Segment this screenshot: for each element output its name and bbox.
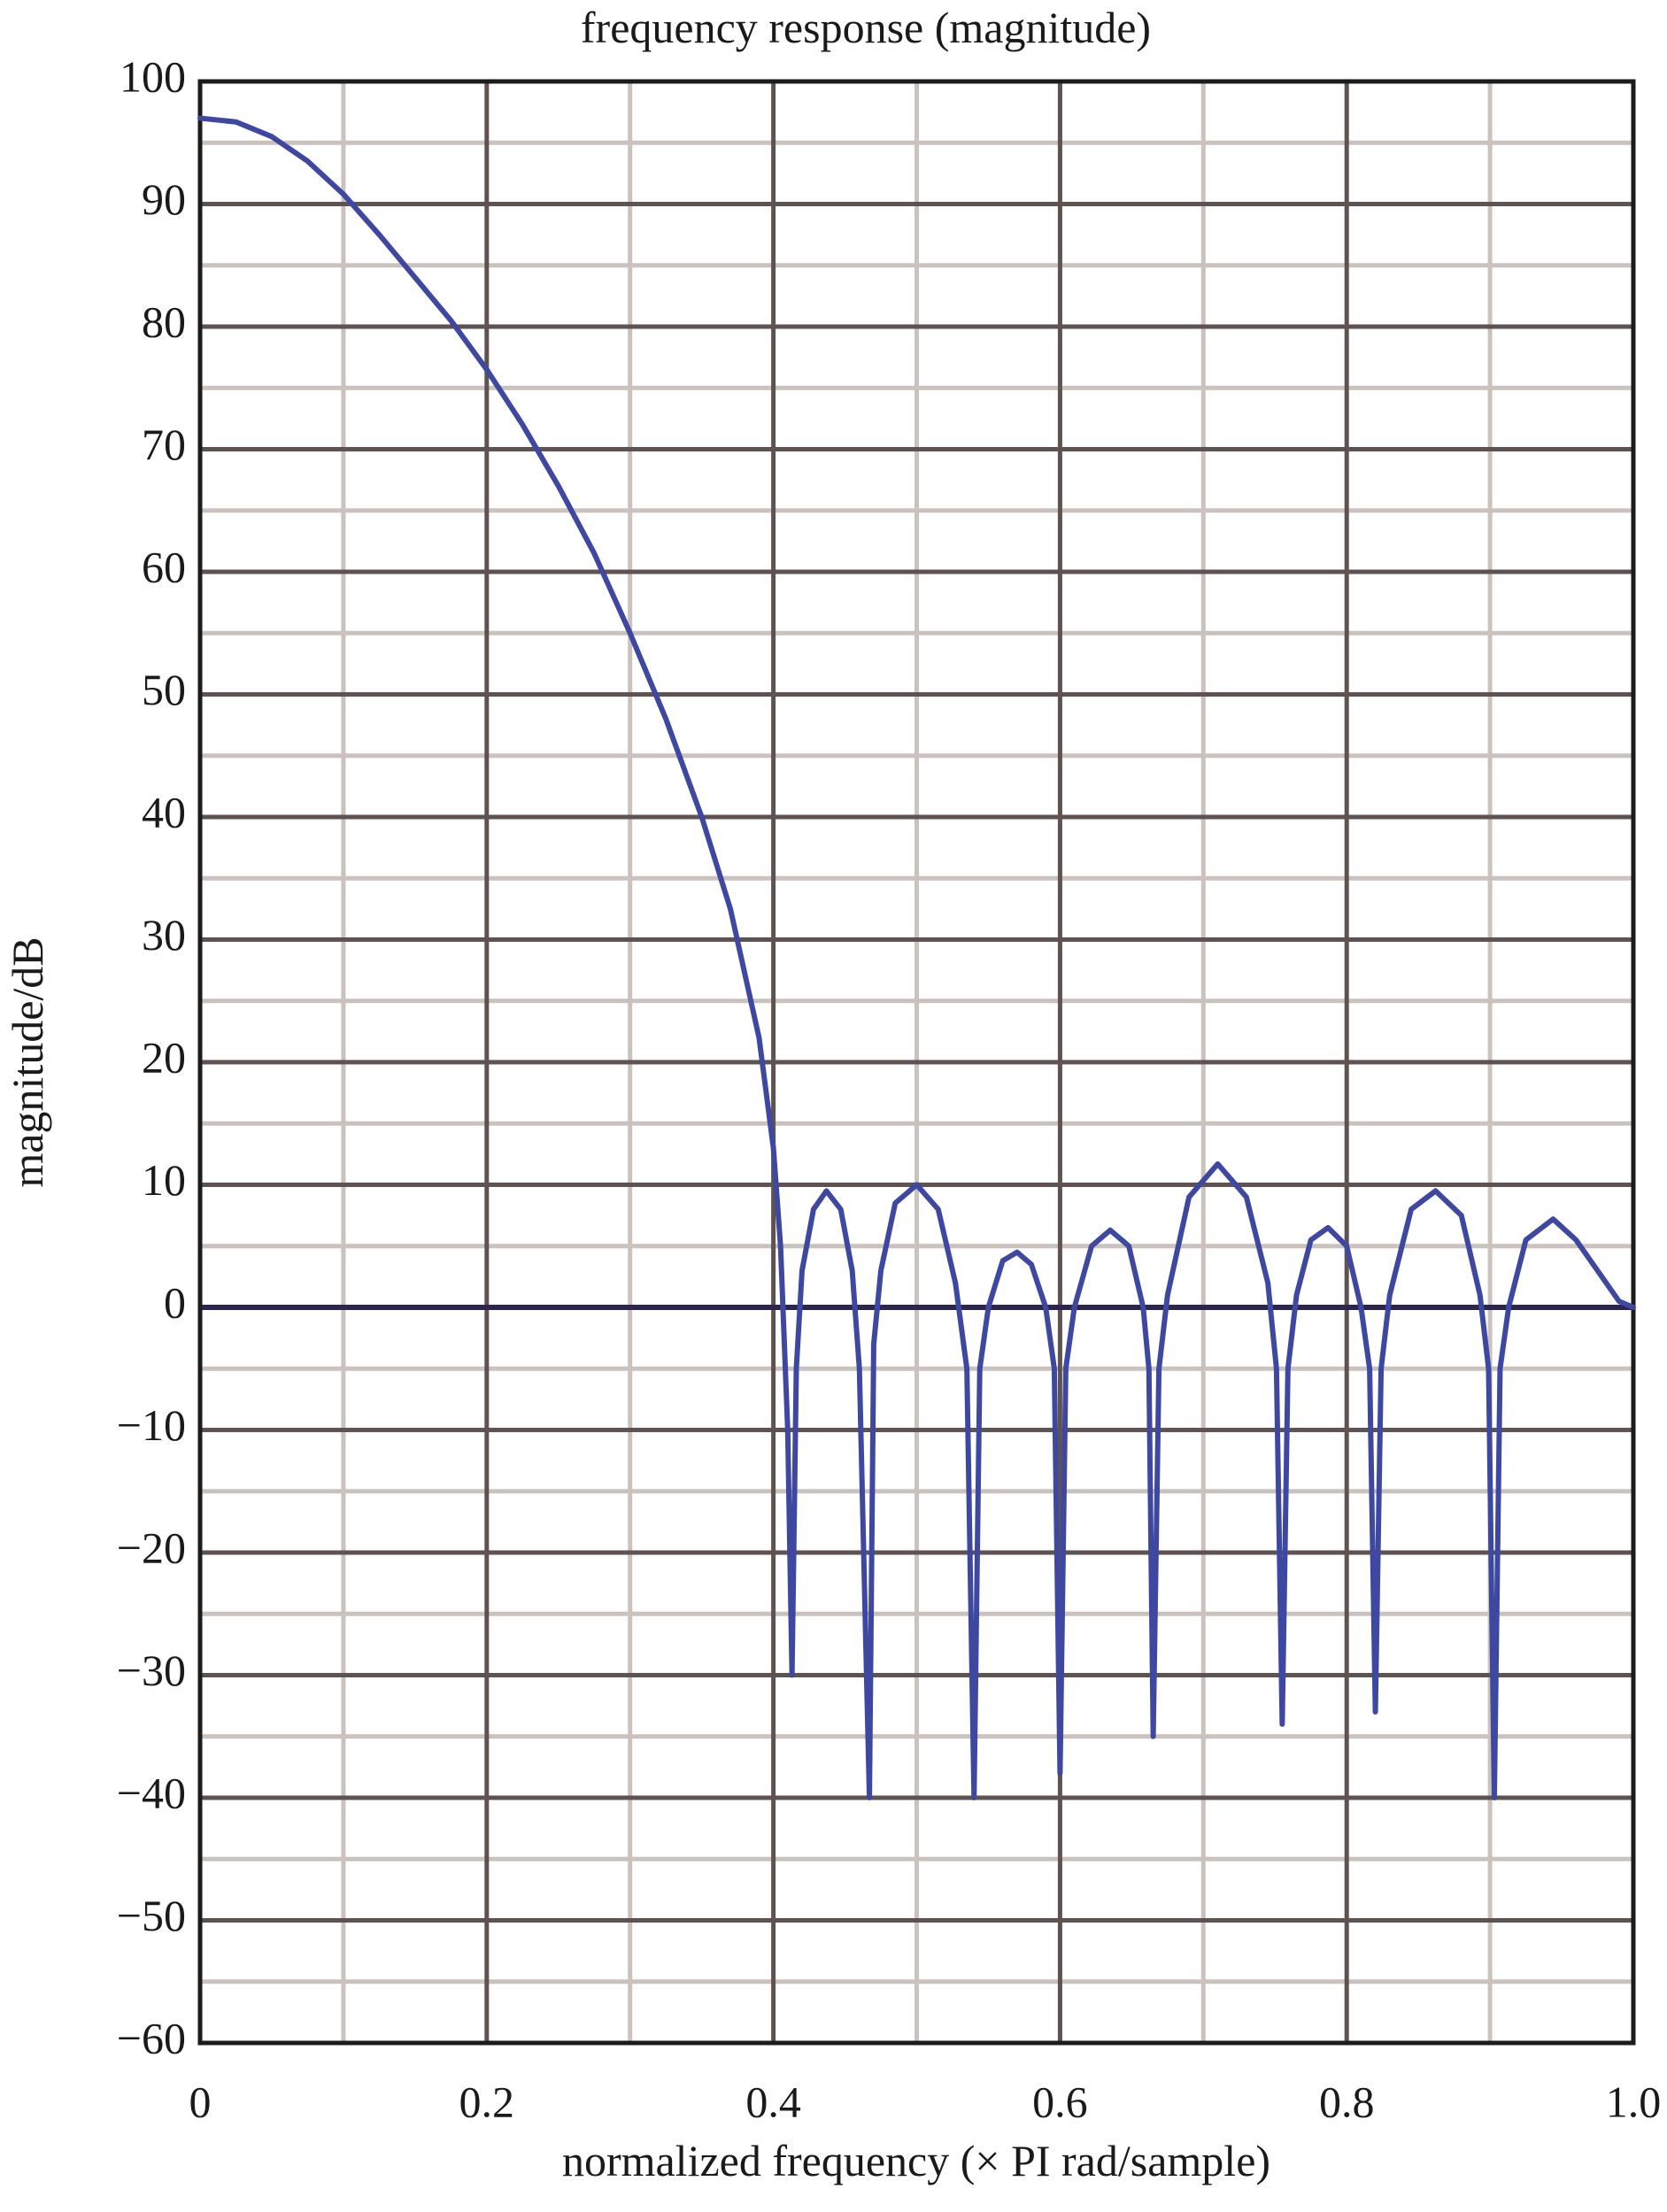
y-tick-label: 80 (142, 297, 186, 346)
chart-title: frequency response (magnitude) (581, 3, 1151, 52)
x-tick-label: 0.8 (1319, 2077, 1375, 2126)
y-tick-label: 50 (142, 665, 186, 714)
y-tick-label: −30 (117, 1646, 186, 1695)
y-tick-label: −50 (117, 1891, 186, 1940)
y-tick-label: 10 (142, 1155, 186, 1205)
x-tick-label: 0 (189, 2077, 212, 2126)
y-tick-label: 30 (142, 910, 186, 960)
y-tick-label: −60 (117, 2013, 186, 2062)
y-axis-label: magnitude/dB (3, 936, 52, 1187)
y-tick-label: 20 (142, 1032, 186, 1082)
x-tick-label: 1.0 (1606, 2077, 1662, 2126)
y-tick-label: 40 (142, 787, 186, 836)
y-tick-label: −10 (117, 1400, 186, 1450)
y-tick-label: −40 (117, 1768, 186, 1817)
y-tick-label: 0 (164, 1277, 186, 1327)
y-tick-label: 90 (142, 174, 186, 224)
y-tick-label: 70 (142, 420, 186, 469)
y-tick-label: 100 (120, 51, 186, 101)
y-tick-label: −20 (117, 1522, 186, 1572)
x-tick-label: 0.2 (459, 2077, 515, 2126)
y-tick-label: 60 (142, 542, 186, 591)
x-tick-label: 0.4 (745, 2077, 801, 2126)
x-tick-label: 0.6 (1032, 2077, 1088, 2126)
response-line (197, 115, 1636, 1800)
plot-frame (197, 79, 1636, 2046)
x-axis-label: normalized frequency (× PI rad/sample) (562, 2136, 1270, 2185)
